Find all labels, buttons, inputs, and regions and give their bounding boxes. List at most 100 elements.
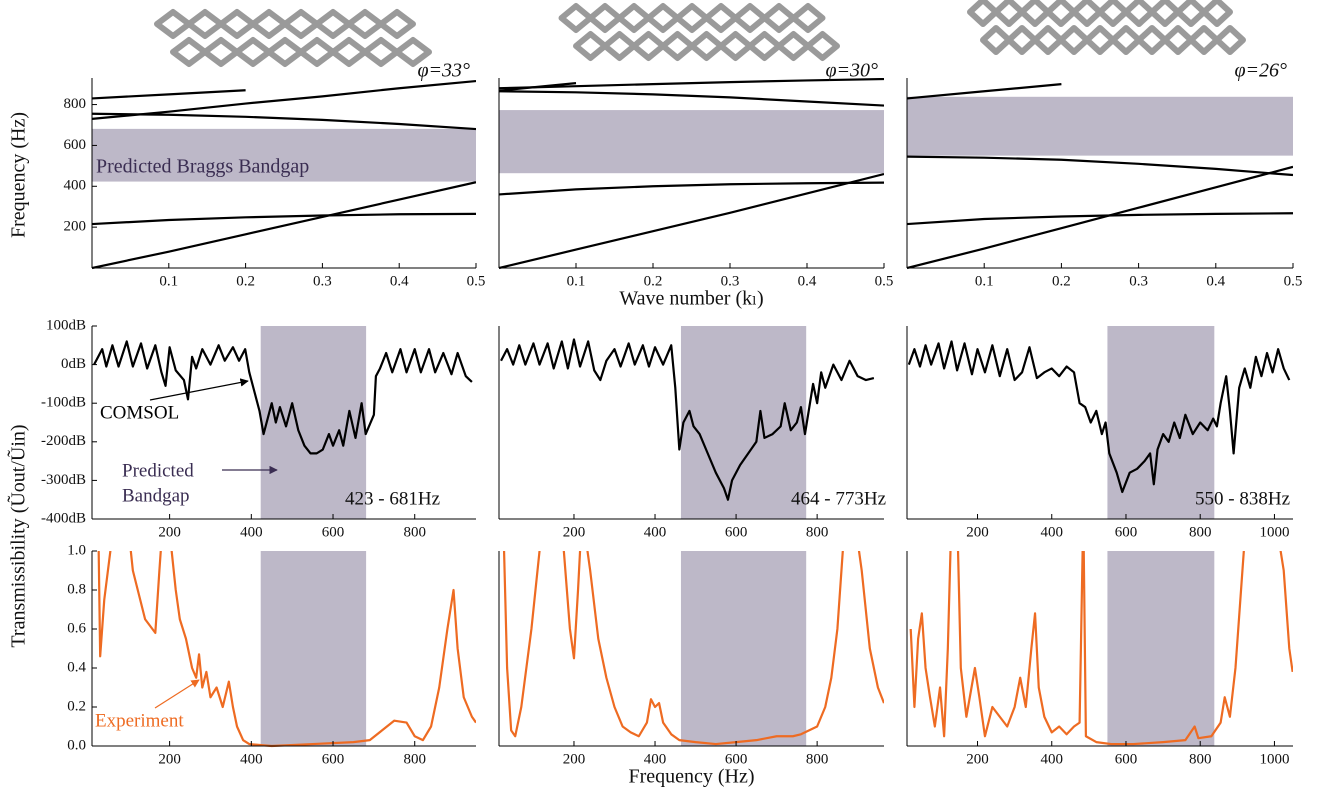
x-tick-label: 600 — [322, 524, 345, 540]
y-tick-label: 0.0 — [67, 737, 86, 753]
data-line — [92, 114, 476, 129]
x-tick-label: 0.4 — [1206, 273, 1225, 289]
lattice-cell — [253, 12, 285, 36]
x-tick-label: 800 — [403, 524, 426, 540]
lattice-cell — [970, 0, 996, 24]
lattice-cell — [983, 28, 1009, 52]
bandgap-band — [681, 551, 806, 746]
panel-title: φ=30° — [825, 60, 878, 82]
annotation: Predicted Braggs Bandgap — [96, 156, 309, 178]
data-line — [499, 91, 884, 105]
lattice-cell — [996, 0, 1022, 24]
lattice-cell — [1113, 28, 1139, 52]
lattice-cell — [333, 40, 365, 64]
lattice-cell — [1009, 28, 1035, 52]
lattice-cell — [1139, 28, 1165, 52]
lattice-cell — [721, 34, 750, 58]
lattice-cell — [1048, 0, 1074, 24]
lattice-cell — [591, 6, 620, 30]
lattice-cell — [750, 34, 779, 58]
y-axis-label: Transmissibility (Ũout/Ũin) — [6, 424, 30, 647]
lattice-cell — [237, 40, 269, 64]
lattice-cell — [1022, 0, 1048, 24]
x-tick-label: 400 — [240, 751, 263, 767]
annotation: COMSOL — [100, 402, 179, 423]
x-tick-label: 0.1 — [567, 273, 586, 289]
bandgap-band — [681, 326, 806, 519]
lattice-cell — [1087, 28, 1113, 52]
x-tick-label: 200 — [158, 524, 181, 540]
bandgap-band — [907, 97, 1293, 156]
y-tick-label: 600 — [64, 137, 87, 153]
annotation: Predicted — [122, 460, 194, 481]
lattice-image — [562, 6, 838, 58]
lattice-cell — [173, 40, 205, 64]
x-tick-label: 600 — [322, 751, 345, 767]
panel-title: φ=26° — [1234, 60, 1287, 82]
lattice-cell — [678, 6, 707, 30]
x-axis-label: Frequency (Hz) — [628, 766, 754, 788]
y-tick-label: 100dB — [46, 317, 86, 333]
lattice-cell — [576, 34, 605, 58]
x-tick-label: 200 — [563, 751, 586, 767]
y-tick-label: 0.6 — [67, 620, 86, 636]
panel-title: φ=33° — [417, 60, 470, 82]
x-tick-label: 400 — [1041, 751, 1064, 767]
x-tick-label: 0.3 — [313, 273, 332, 289]
x-tick-label: 200 — [966, 524, 989, 540]
y-axis-label: Frequency (Hz) — [8, 112, 30, 238]
lattice-cell — [663, 34, 692, 58]
lattice-image — [157, 12, 429, 64]
bandgap-label: 550 - 838Hz — [1195, 488, 1290, 509]
lattice-cell — [1100, 0, 1126, 24]
x-tick-label: 1000 — [1259, 524, 1289, 540]
lattice-cell — [1178, 0, 1204, 24]
x-tick-label: 0.2 — [1052, 273, 1071, 289]
lattice-cell — [221, 12, 253, 36]
lattice-cell — [1035, 28, 1061, 52]
x-tick-label: 800 — [1189, 524, 1212, 540]
data-line — [92, 214, 476, 224]
x-tick-label: 0.5 — [1284, 273, 1303, 289]
x-tick-label: 800 — [806, 751, 829, 767]
x-tick-label: 600 — [725, 524, 748, 540]
lattice-cell — [157, 12, 189, 36]
y-tick-label: 400 — [64, 178, 87, 194]
lattice-cell — [349, 12, 381, 36]
y-tick-label: -300dB — [41, 472, 86, 488]
annotation: Experiment — [95, 710, 184, 731]
lattice-cell — [736, 6, 765, 30]
data-line — [909, 341, 1289, 492]
lattice-cell — [1061, 28, 1087, 52]
data-line — [907, 167, 1293, 268]
lattice-cell — [365, 40, 397, 64]
y-tick-label: 0.8 — [67, 581, 86, 597]
lattice-image — [970, 0, 1243, 52]
data-line — [907, 157, 1293, 175]
lattice-cell — [765, 6, 794, 30]
y-tick-label: 0dB — [61, 356, 86, 372]
x-tick-label: 0.1 — [159, 273, 178, 289]
bandgap-band — [261, 551, 366, 746]
lattice-cell — [794, 6, 823, 30]
lattice-cell — [692, 34, 721, 58]
y-tick-label: -100dB — [41, 395, 86, 411]
y-tick-label: 1.0 — [67, 542, 86, 558]
data-line — [92, 90, 246, 98]
x-tick-label: 0.5 — [467, 273, 486, 289]
x-tick-label: 0.5 — [875, 273, 894, 289]
x-tick-label: 0.4 — [798, 273, 817, 289]
lattice-cell — [605, 34, 634, 58]
x-tick-label: 400 — [1041, 524, 1064, 540]
series-group — [909, 341, 1289, 492]
data-line — [907, 84, 1061, 98]
y-tick-label: 0.2 — [67, 698, 86, 714]
y-tick-label: 800 — [64, 96, 87, 112]
x-tick-label: 800 — [1189, 751, 1212, 767]
data-line — [911, 512, 1293, 744]
lattice-cell — [1165, 28, 1191, 52]
lattice-cell — [205, 40, 237, 64]
data-line — [499, 174, 884, 268]
lattice-cell — [1074, 0, 1100, 24]
x-tick-label: 400 — [240, 524, 263, 540]
